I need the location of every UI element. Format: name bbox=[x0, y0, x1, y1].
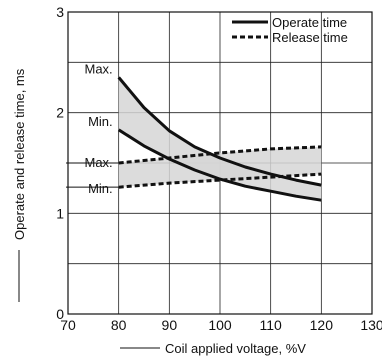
series-line-release-max bbox=[118, 145, 322, 165]
x-tick-label-6: 130 bbox=[360, 317, 382, 333]
axis-labels: Coil applied voltage, %V Operate and rel… bbox=[12, 68, 306, 356]
y-tick-label-3: 3 bbox=[56, 4, 64, 20]
x-axis-label: Coil applied voltage, %V bbox=[165, 341, 306, 356]
x-tick-label-4: 110 bbox=[260, 317, 283, 333]
legend-label-1: Release time bbox=[272, 30, 348, 45]
y-axis-label: Operate and release time, ms bbox=[12, 68, 27, 240]
x-tick-label-3: 100 bbox=[208, 317, 232, 333]
release-time-band bbox=[118, 146, 322, 188]
annotation-0: Max. bbox=[84, 61, 112, 76]
x-tick-label-1: 80 bbox=[111, 317, 127, 333]
tick-labels: 70 80 90 100 110 120 130 0 1 2 3 bbox=[56, 4, 382, 333]
series-line-operate-min bbox=[117, 128, 322, 202]
series-lines bbox=[117, 76, 322, 202]
legend-label-0: Operate time bbox=[272, 15, 347, 30]
x-tick-label-2: 90 bbox=[162, 317, 178, 333]
annotation-3: Min. bbox=[88, 181, 113, 196]
y-tick-label-1: 1 bbox=[56, 205, 64, 221]
annotations: Max.Min.Max.Min. bbox=[66, 61, 119, 196]
bands bbox=[118, 77, 322, 201]
y-tick-label-2: 2 bbox=[56, 105, 64, 121]
y-tick-label-0: 0 bbox=[56, 306, 64, 322]
x-tick-label-0: 70 bbox=[60, 317, 76, 333]
series-line-release-min bbox=[118, 172, 322, 189]
annotation-1: Min. bbox=[88, 114, 113, 129]
x-tick-label-5: 120 bbox=[310, 317, 334, 333]
series-line-operate-max bbox=[117, 76, 322, 187]
